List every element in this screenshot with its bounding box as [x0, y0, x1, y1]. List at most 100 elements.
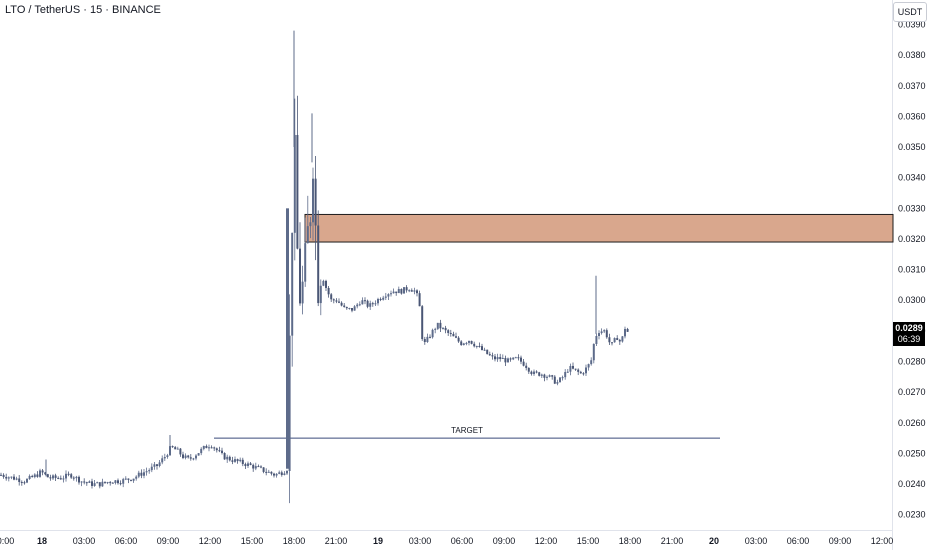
- candle-body: [494, 356, 496, 360]
- candle-body: [111, 482, 114, 484]
- candle-body: [247, 463, 249, 467]
- candle-body: [254, 466, 257, 469]
- price-tick-label: 0.0390: [898, 20, 926, 30]
- candle-body: [322, 280, 325, 286]
- candle-body: [598, 333, 600, 336]
- candle-body: [179, 448, 182, 455]
- time-tick-label: 18:00: [619, 536, 642, 546]
- candle-body: [465, 342, 468, 344]
- candle-body: [371, 303, 374, 305]
- plot-area[interactable]: [0, 0, 893, 530]
- candle-body: [182, 454, 184, 458]
- candle-body: [135, 476, 138, 479]
- candle-body: [442, 327, 444, 329]
- candle-body: [345, 306, 348, 309]
- candle-body: [304, 243, 307, 282]
- candle-body: [473, 343, 476, 347]
- candle-body: [507, 358, 509, 363]
- candle-body: [59, 478, 62, 480]
- candle-body: [595, 335, 598, 344]
- price-tick-label: 0.0240: [898, 479, 926, 489]
- candle-body: [538, 372, 541, 376]
- candle-body: [127, 478, 130, 480]
- price-tick-label: 0.0350: [898, 142, 926, 152]
- candle-body: [423, 339, 426, 343]
- candle-body: [325, 280, 327, 288]
- candle-body: [236, 459, 239, 462]
- candle-body: [408, 290, 411, 292]
- candle-body: [392, 291, 395, 294]
- candle-body: [114, 480, 117, 483]
- price-axis[interactable]: 0.0230 0.0240 0.0250 0.0260 0.0270 0.0280 0.02…: [898, 20, 926, 520]
- currency-button[interactable]: USDT: [893, 2, 927, 22]
- resistance-zone[interactable]: [304, 213, 894, 243]
- zone-rect[interactable]: [304, 213, 894, 243]
- candle-body: [39, 470, 41, 477]
- candle-body: [348, 308, 351, 310]
- time-axis[interactable]: 00:00 18 03:00 06:00 09:00 12:00 15:00 18:00 21:…: [0, 536, 893, 546]
- candle-body: [530, 371, 533, 375]
- target-label: TARGET: [451, 426, 483, 435]
- candle-body: [548, 375, 551, 377]
- candle-body: [384, 296, 387, 298]
- candle-body: [221, 450, 223, 453]
- time-tick-label: 20: [709, 536, 719, 546]
- candle-body: [174, 447, 177, 450]
- candle-body: [140, 472, 143, 476]
- candle-body: [0, 474, 2, 476]
- candle-body: [577, 369, 580, 372]
- candle-body: [460, 341, 463, 345]
- time-tick-label: 03:00: [745, 536, 768, 546]
- candle-body: [213, 447, 216, 449]
- candle-body: [512, 357, 515, 360]
- candle-body: [509, 358, 512, 360]
- candle-body: [10, 476, 13, 478]
- candle-body: [148, 470, 151, 472]
- candle-body: [169, 446, 171, 456]
- candle-body: [600, 331, 603, 334]
- candle-body: [184, 455, 187, 458]
- candle-body: [356, 304, 359, 307]
- candle-body: [525, 365, 528, 368]
- candle-body: [488, 354, 491, 356]
- candle-body: [280, 472, 283, 476]
- candle-body: [234, 459, 236, 462]
- time-tick-label: 12:00: [871, 536, 894, 546]
- price-tick-label: 0.0380: [898, 50, 926, 60]
- candle-body: [210, 447, 213, 449]
- candle-body: [390, 293, 392, 295]
- candle-body: [119, 483, 122, 485]
- candle-body: [41, 470, 44, 473]
- candle-body: [80, 481, 83, 483]
- candle-body: [117, 480, 119, 484]
- candle-body: [403, 287, 405, 294]
- time-tick-label: 21:00: [661, 536, 684, 546]
- candle-body: [592, 343, 595, 361]
- time-tick-label: 21:00: [325, 536, 348, 546]
- target-line[interactable]: TARGET: [214, 426, 720, 439]
- candle-body: [156, 464, 158, 466]
- candle-body: [416, 290, 418, 294]
- candle-body: [582, 373, 585, 375]
- candle-body: [572, 365, 574, 369]
- candle-body: [431, 329, 434, 338]
- candle-body: [621, 336, 624, 342]
- candle-body: [286, 470, 288, 474]
- candle-body: [275, 473, 278, 476]
- candle-body: [132, 478, 135, 481]
- candle-body: [351, 308, 353, 311]
- candle-body: [20, 481, 23, 483]
- candle-body: [150, 466, 153, 471]
- candle-body: [130, 479, 132, 481]
- candle-body: [106, 482, 109, 484]
- candle-body: [608, 337, 611, 343]
- candle-body: [579, 371, 582, 374]
- time-tick-label: 06:00: [451, 536, 474, 546]
- candle-body: [319, 285, 322, 304]
- candle-body: [468, 340, 470, 343]
- candle-body: [504, 357, 507, 363]
- candle-body: [436, 322, 439, 329]
- candle-body: [163, 457, 166, 459]
- candle-body: [395, 291, 398, 294]
